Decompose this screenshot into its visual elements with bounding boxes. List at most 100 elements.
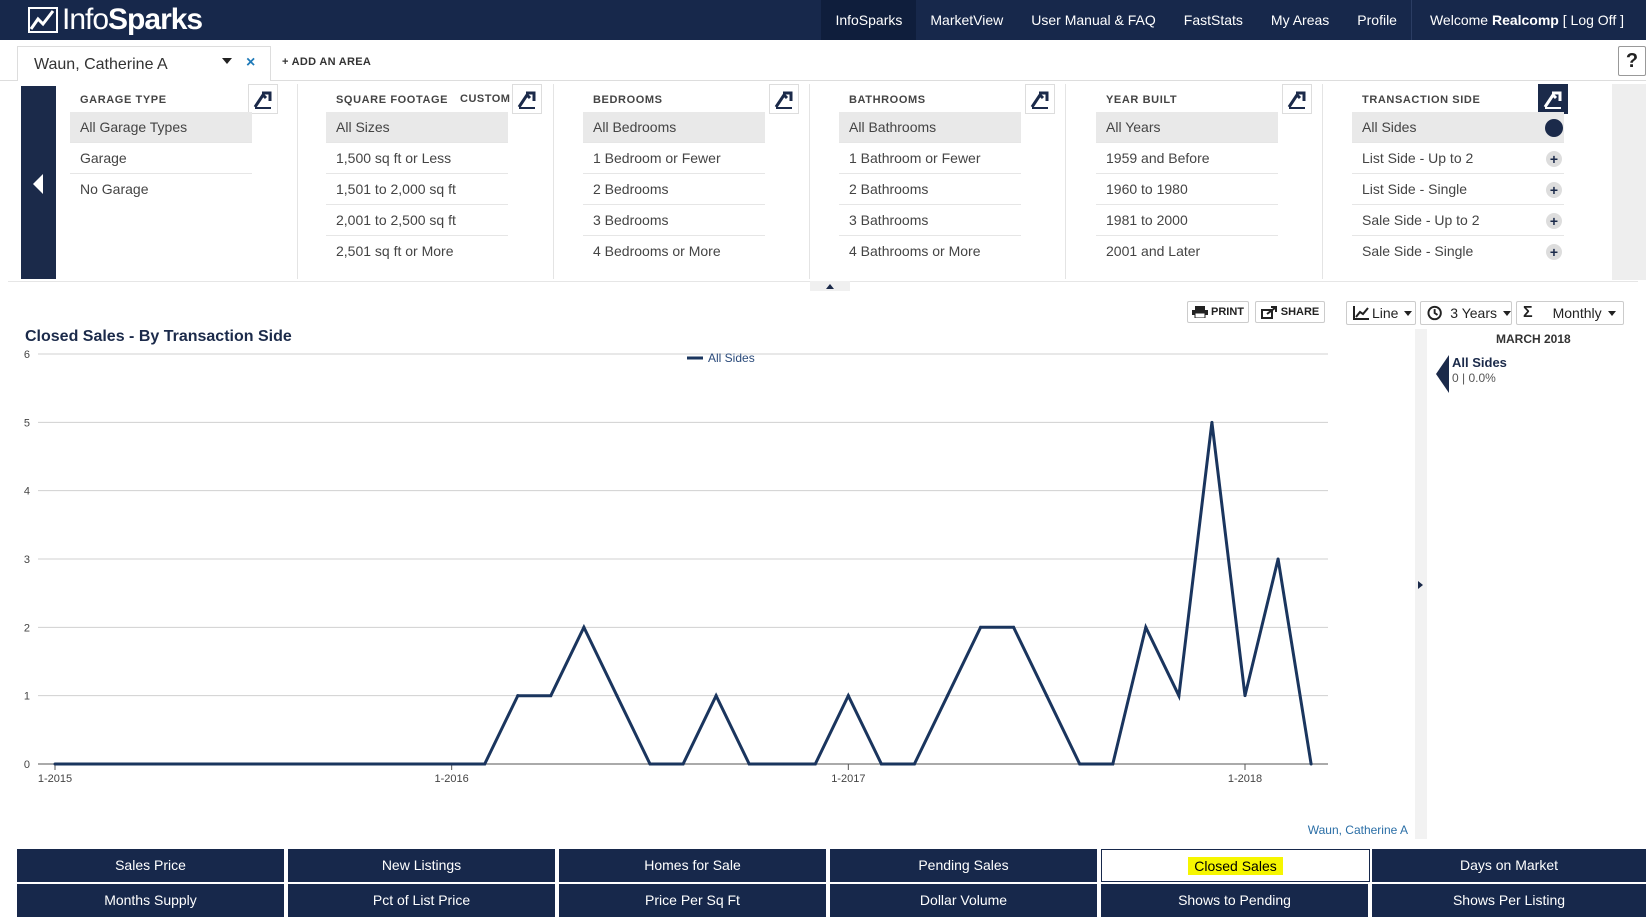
nav-infosparks[interactable]: InfoSparks [821, 0, 917, 40]
data-point[interactable] [53, 762, 57, 766]
data-point[interactable] [681, 762, 685, 766]
metric-days-on-market[interactable]: Days on Market [1372, 849, 1646, 882]
data-point[interactable] [284, 762, 288, 766]
nav-faststats[interactable]: FastStats [1183, 12, 1243, 28]
data-point[interactable] [1210, 420, 1214, 424]
period-select[interactable]: 3 Years [1420, 301, 1512, 325]
data-point[interactable] [185, 762, 189, 766]
filter-option[interactable]: 2001 and Later [1106, 243, 1201, 259]
metric-closed-sales[interactable]: Closed Sales [1101, 849, 1370, 882]
add-series-icon[interactable]: + [1546, 213, 1562, 229]
data-point[interactable] [251, 762, 255, 766]
series-line[interactable] [55, 422, 1313, 766]
data-point[interactable] [879, 762, 883, 766]
metric-shows-to-pending[interactable]: Shows to Pending [1101, 884, 1370, 917]
data-point[interactable] [1243, 694, 1247, 698]
multi-select-toggle-button[interactable] [1282, 84, 1312, 114]
metric-shows-per-listing[interactable]: Shows Per Listing [1372, 884, 1646, 917]
area-close-icon[interactable]: × [246, 54, 256, 71]
filter-option[interactable]: All Bedrooms [583, 112, 765, 143]
infosparks-logo[interactable]: Info Sparks [28, 2, 203, 38]
share-button[interactable]: SHARE [1255, 301, 1325, 323]
data-point[interactable] [450, 762, 454, 766]
filter-option[interactable]: All Garage Types [70, 112, 252, 143]
filter-option[interactable]: 1 Bedroom or Fewer [583, 143, 765, 174]
help-button[interactable]: ? [1618, 46, 1646, 76]
metric-pending-sales[interactable]: Pending Sales [830, 849, 1099, 882]
data-point[interactable] [1078, 762, 1082, 766]
data-point[interactable] [384, 762, 388, 766]
data-point[interactable] [1309, 762, 1313, 766]
area-dropdown-caret-icon[interactable] [222, 58, 232, 64]
filter-scroll-right[interactable] [1612, 84, 1646, 280]
legend-label[interactable]: All Sides [708, 351, 755, 365]
filter-option[interactable]: List Side - Up to 2 [1352, 143, 1564, 174]
data-point[interactable] [813, 762, 817, 766]
filter-collapse-left-button[interactable] [21, 86, 56, 279]
multi-select-toggle-button[interactable] [248, 84, 278, 114]
data-point[interactable] [582, 625, 586, 629]
data-point[interactable] [1276, 557, 1280, 561]
data-point[interactable] [483, 762, 487, 766]
nav-marketview[interactable]: MarketView [930, 12, 1004, 28]
multi-select-toggle-button[interactable] [769, 84, 799, 114]
filter-option[interactable]: 1959 and Before [1096, 143, 1278, 174]
data-point[interactable] [714, 694, 718, 698]
filter-option[interactable]: All Sides [1352, 112, 1564, 143]
data-point[interactable] [747, 762, 751, 766]
metric-sales-price[interactable]: Sales Price [17, 849, 286, 882]
filter-option[interactable]: 1 Bathroom or Fewer [839, 143, 1021, 174]
interval-select[interactable]: Σ Monthly [1516, 301, 1624, 325]
data-point[interactable] [119, 762, 123, 766]
data-point[interactable] [946, 694, 949, 698]
filter-option[interactable]: Sale Side - Single [1362, 243, 1474, 259]
multi-select-toggle-button[interactable] [1538, 84, 1568, 114]
metric-months-supply[interactable]: Months Supply [17, 884, 286, 917]
data-point[interactable] [1144, 625, 1148, 629]
data-point[interactable] [912, 762, 916, 766]
data-point[interactable] [846, 694, 850, 698]
data-point[interactable] [979, 625, 983, 629]
nav-user-manual[interactable]: User Manual & FAQ [1031, 12, 1156, 28]
filter-option[interactable]: 2,001 to 2,500 sq ft [326, 205, 508, 236]
data-point[interactable] [1111, 762, 1115, 766]
nav-my-areas[interactable]: My Areas [1270, 12, 1330, 28]
metric-dollar-volume[interactable]: Dollar Volume [830, 884, 1099, 917]
selected-dot-icon[interactable] [1545, 119, 1563, 137]
filter-option[interactable]: 1,500 sq ft or Less [326, 143, 508, 174]
filter-option[interactable]: 3 Bedrooms [583, 205, 765, 236]
data-point[interactable] [417, 762, 421, 766]
data-point[interactable] [1177, 694, 1181, 698]
filter-option[interactable]: 2 Bedrooms [583, 174, 765, 205]
data-point[interactable] [549, 694, 553, 698]
data-point[interactable] [615, 694, 619, 698]
filter-option[interactable]: 2,501 sq ft or More [336, 243, 454, 259]
area-name[interactable]: Waun, Catherine A [34, 56, 168, 73]
filter-option[interactable]: 1960 to 1980 [1096, 174, 1278, 205]
logoff-link[interactable]: [ Log Off ] [1558, 12, 1624, 28]
filter-option[interactable]: 1,501 to 2,000 sq ft [326, 174, 508, 205]
metric-homes-for-sale[interactable]: Homes for Sale [559, 849, 828, 882]
chart-type-select[interactable]: Line [1346, 301, 1416, 325]
add-series-icon[interactable]: + [1546, 244, 1562, 260]
filter-option[interactable]: All Bathrooms [839, 112, 1021, 143]
filter-option[interactable]: All Years [1096, 112, 1278, 143]
data-point[interactable] [780, 762, 784, 766]
filter-option[interactable]: Sale Side - Up to 2 [1352, 205, 1564, 236]
metric-price-per-sq-ft[interactable]: Price Per Sq Ft [559, 884, 828, 917]
filter-option[interactable]: Garage [70, 143, 252, 174]
multi-select-toggle-button[interactable] [1025, 84, 1055, 114]
filter-option[interactable]: 1981 to 2000 [1096, 205, 1278, 236]
add-series-icon[interactable]: + [1546, 182, 1562, 198]
filter-option[interactable]: 4 Bedrooms or More [593, 243, 721, 259]
filter-option[interactable]: 2 Bathrooms [839, 174, 1021, 205]
data-point[interactable] [218, 762, 222, 766]
filter-option[interactable]: No Garage [80, 181, 149, 197]
custom-link[interactable]: CUSTOM [460, 93, 511, 105]
print-button[interactable]: PRINT [1187, 301, 1249, 323]
data-point[interactable] [1045, 694, 1049, 698]
filter-option[interactable]: List Side - Single [1352, 174, 1564, 205]
data-point[interactable] [648, 762, 652, 766]
nav-profile[interactable]: Profile [1357, 12, 1397, 28]
data-point[interactable] [516, 694, 520, 698]
